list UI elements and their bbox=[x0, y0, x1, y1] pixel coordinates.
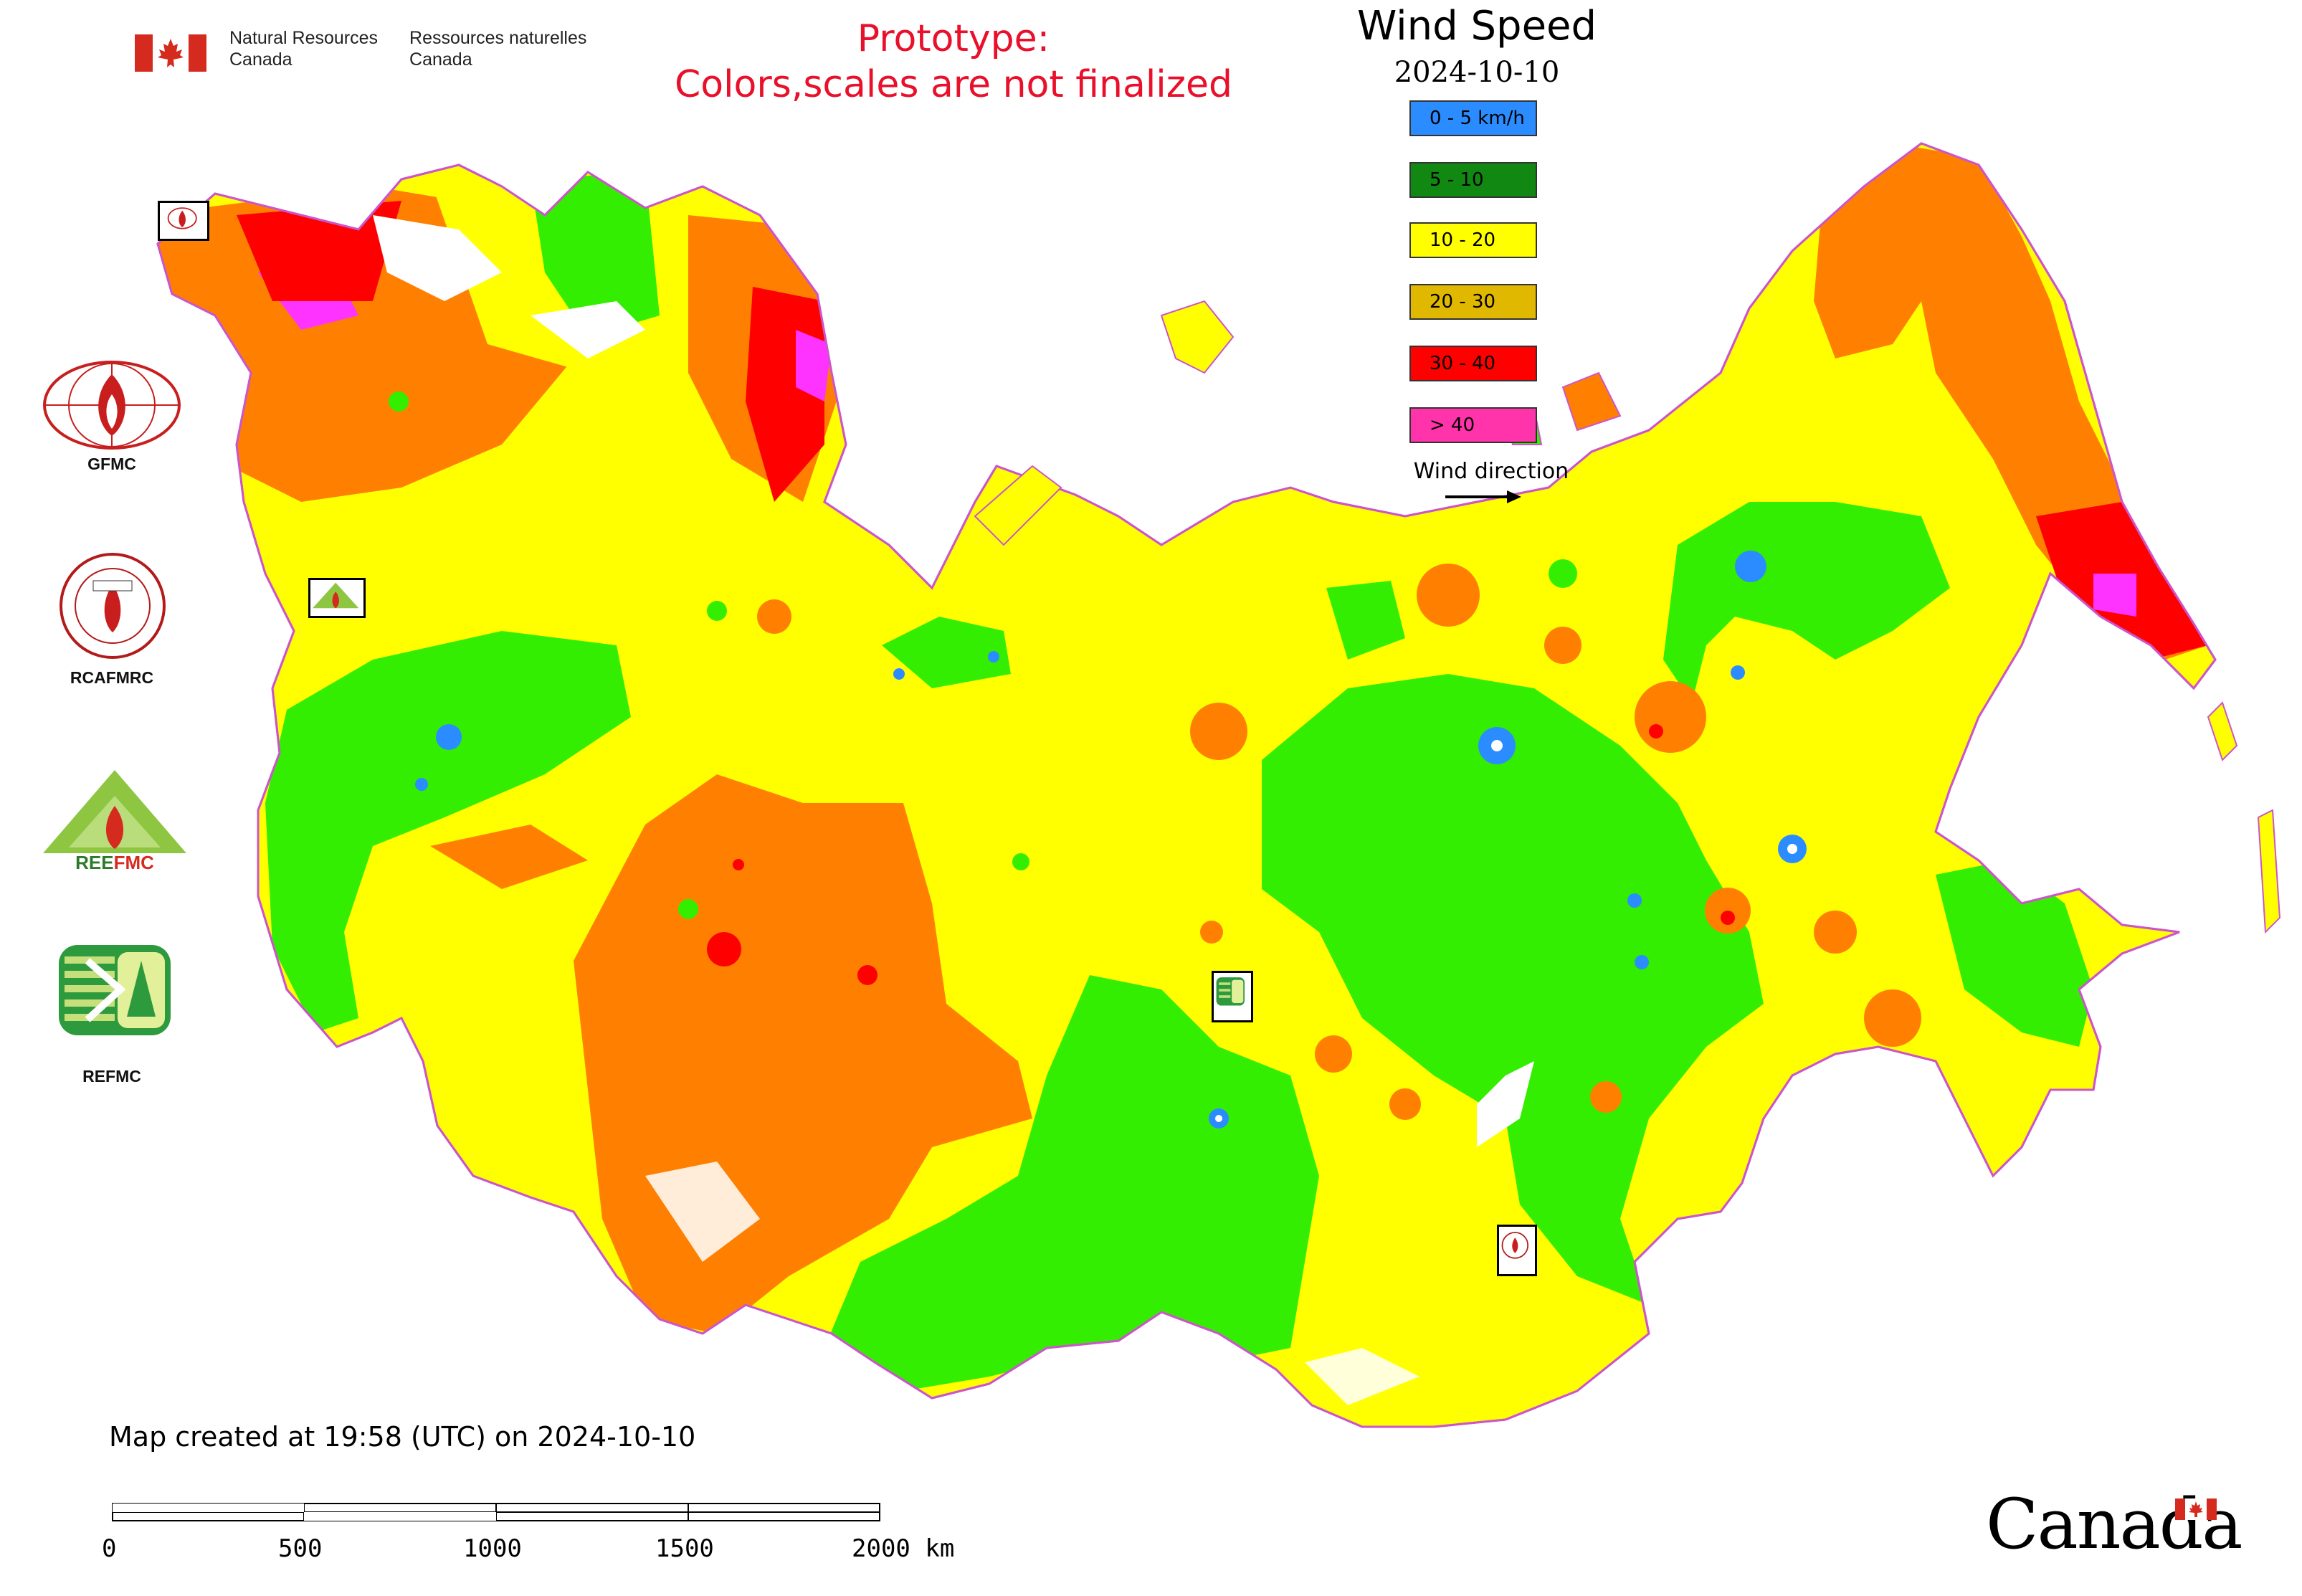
legend-item-1: 5 - 10 bbox=[1409, 162, 1537, 198]
scale-label-1000: 1000 bbox=[463, 1534, 522, 1563]
refmc-map-marker-icon bbox=[1212, 971, 1253, 1022]
legend-item-3: 20 - 30 bbox=[1409, 284, 1537, 320]
scale-label-0: 0 bbox=[102, 1534, 117, 1563]
gfmc-map-marker-icon bbox=[158, 201, 209, 241]
rcafmrc-label: RCAFMRC bbox=[70, 668, 154, 687]
gfmc-label: GFMC bbox=[87, 455, 136, 473]
nrcan-french: Ressources naturelles Canada bbox=[409, 28, 587, 70]
scale-label-1500: 1500 bbox=[655, 1534, 714, 1563]
prototype-notice: Prototype: Colors,scales are not finaliz… bbox=[674, 17, 1233, 106]
reefmc-map-marker-icon bbox=[308, 578, 366, 618]
legend-item-4: 30 - 40 bbox=[1409, 346, 1537, 381]
svg-text:REEFMC: REEFMC bbox=[75, 852, 154, 872]
nrcan-english: Natural Resources Canada bbox=[229, 28, 379, 70]
canada-flag-icon bbox=[135, 34, 206, 72]
canada-wordmark-flag-icon bbox=[2175, 1498, 2217, 1520]
gfmc-logo-icon bbox=[43, 361, 181, 450]
legend-item-0: 0 - 5 km/h bbox=[1409, 100, 1537, 136]
legend-item-5: > 40 bbox=[1409, 407, 1537, 443]
rcafmrc-map-marker-icon bbox=[1497, 1225, 1537, 1276]
refmc-label: REFMC bbox=[82, 1067, 141, 1086]
reefmc-logo-icon: REEFMC bbox=[39, 770, 191, 872]
canada-wordmark: Canada bbox=[1986, 1484, 2242, 1564]
rcafmrc-logo-icon bbox=[60, 553, 166, 659]
scale-bar bbox=[112, 1503, 880, 1521]
nrcan-signature: Natural Resources Canada Ressources natu… bbox=[135, 27, 618, 72]
map-created-timestamp: Map created at 19:58 (UTC) on 2024-10-10 bbox=[109, 1421, 696, 1453]
legend-title: Wind Speed bbox=[1356, 3, 1597, 49]
refmc-logo-icon bbox=[59, 945, 171, 1035]
wind-direction-label: Wind direction bbox=[1413, 459, 1569, 484]
legend-date: 2024-10-10 bbox=[1394, 56, 1560, 89]
legend-item-2: 10 - 20 bbox=[1409, 222, 1537, 258]
scale-label-500: 500 bbox=[278, 1534, 323, 1563]
scale-label-2000: 2000 km bbox=[852, 1534, 955, 1563]
wind-direction-arrow-icon bbox=[1445, 490, 1521, 503]
